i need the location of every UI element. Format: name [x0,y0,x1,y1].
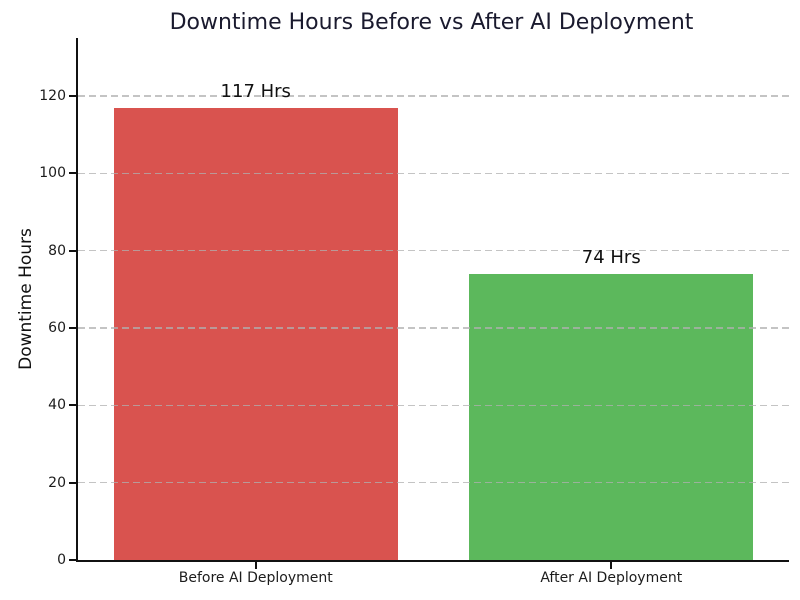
y-tick-mark [69,249,76,252]
y-tick-mark [69,404,76,407]
bar-value-label: 117 Hrs [220,80,291,102]
chart-title: Downtime Hours Before vs After AI Deploy… [169,10,694,35]
y-tick-mark [69,327,76,329]
y-tick-mark [69,559,76,561]
x-tick-mark [254,562,257,569]
plot-area: 0 20 40 60 80 100 120 117 Hrs Before AI Deployme… [39,38,789,586]
y-tick-label: 60 [48,320,66,336]
gridline [78,404,789,407]
bar [469,273,754,560]
y-tick-label: 100 [39,165,66,182]
gridline [78,481,789,484]
y-tick-label: 0 [57,552,66,568]
y-tick-label: 40 [48,397,66,414]
y-tick-mark [69,481,76,484]
gridline [78,172,789,175]
y-tick-label: 120 [39,88,66,104]
bar-value-label: 74 Hrs [581,246,641,268]
y-tick-mark [69,95,76,97]
x-tick-label: Before AI Deployment [178,570,333,586]
gridline [78,327,789,329]
y-tick-mark [69,172,76,175]
y-tick-label: 20 [48,474,66,491]
y-tick-label: 80 [48,242,66,259]
y-axis-label: Downtime Hours [16,228,36,370]
x-tick-label: After AI Deployment [540,570,683,586]
gridline [78,249,789,252]
gridline [78,95,789,97]
x-tick-mark [610,562,613,569]
bar [113,107,398,560]
